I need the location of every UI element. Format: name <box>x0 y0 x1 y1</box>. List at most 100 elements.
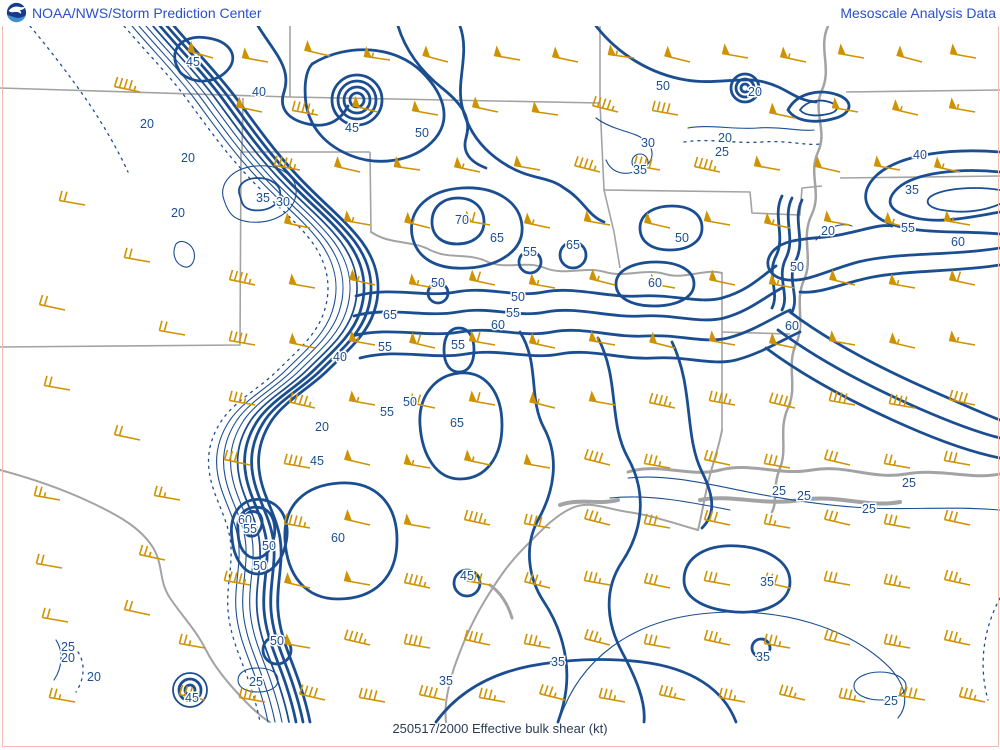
wind-barb <box>284 572 311 589</box>
contour-line <box>426 281 450 305</box>
contour-line <box>177 677 203 703</box>
contour-label: 45 <box>345 121 359 135</box>
river-coastline <box>370 231 723 277</box>
wind-barb <box>584 628 611 646</box>
contour-line <box>256 24 350 127</box>
wind-barb <box>643 453 671 469</box>
wind-barb <box>588 330 616 346</box>
wind-barb <box>768 102 796 119</box>
contour-label: 60 <box>951 235 965 249</box>
contour-line <box>261 634 293 666</box>
contour-line <box>518 330 569 724</box>
wind-barb <box>348 390 376 406</box>
wind-barb <box>523 513 551 529</box>
wind-barb <box>933 156 961 173</box>
contour-label: 20 <box>171 206 185 220</box>
wind-barb <box>838 687 866 703</box>
contour-line <box>158 24 366 724</box>
wind-barb <box>123 247 151 263</box>
wind-barb <box>829 269 856 286</box>
contour-line <box>683 139 821 146</box>
contour-line <box>172 672 208 708</box>
wind-barb <box>43 375 71 391</box>
river-coastline <box>558 498 620 507</box>
contour-line <box>631 153 649 171</box>
wind-barb <box>463 449 491 466</box>
contour-label: 60 <box>648 276 662 290</box>
wind-barbs <box>33 40 986 703</box>
contour-line <box>864 149 1000 236</box>
river-coastline <box>488 583 514 620</box>
contour-label: 25 <box>772 484 786 498</box>
wind-barb <box>343 629 371 646</box>
wind-barb <box>478 687 506 703</box>
wind-barb <box>888 273 916 289</box>
contour-label: 35 <box>633 163 647 177</box>
wind-barb <box>551 46 579 63</box>
contour-label: 25 <box>249 675 263 689</box>
wind-barb <box>463 629 491 646</box>
contour-line <box>165 24 373 724</box>
contour-line <box>687 126 815 131</box>
wind-barb <box>779 46 807 63</box>
contour-label: 30 <box>641 136 655 150</box>
wind-barb <box>283 212 311 229</box>
contour-line <box>780 196 794 312</box>
river-coastline <box>698 496 902 506</box>
contour-line <box>430 196 486 246</box>
wind-barb <box>948 330 976 346</box>
contour-line <box>237 667 279 693</box>
wind-barb <box>648 273 676 289</box>
wind-barb <box>523 453 551 469</box>
contour-line <box>798 263 1000 294</box>
wind-barb <box>948 97 976 113</box>
wind-barb <box>158 320 186 336</box>
contour-label: 60 <box>491 318 505 332</box>
wind-barb <box>892 99 919 116</box>
contour-label: 20 <box>821 224 835 238</box>
state-border <box>603 189 621 269</box>
wind-barb <box>814 156 841 173</box>
wind-barb <box>178 684 206 701</box>
wind-barb <box>529 391 556 409</box>
wind-barb <box>283 633 311 649</box>
wind-barb <box>898 685 926 701</box>
wind-barb <box>138 544 166 561</box>
contour-label: 70 <box>455 213 469 227</box>
wind-barb <box>708 269 736 286</box>
wind-barb <box>418 684 446 701</box>
contour-label: 20 <box>718 131 732 145</box>
contour-label: 25 <box>862 502 876 516</box>
wind-barb <box>228 390 256 406</box>
wind-barb <box>352 95 379 113</box>
wind-barb <box>344 509 371 526</box>
contour-line <box>682 544 792 614</box>
wind-barb <box>644 212 671 229</box>
river-coastline <box>626 466 1000 478</box>
contour-label: 20 <box>87 670 101 684</box>
wind-barb <box>409 332 436 349</box>
state-border <box>845 89 1000 93</box>
wind-barb <box>633 155 661 171</box>
contour-label: 65 <box>450 416 464 430</box>
wind-barb <box>38 294 66 311</box>
wind-barb <box>584 448 611 466</box>
wind-barb <box>763 212 791 229</box>
wind-barb <box>468 390 496 406</box>
wind-barb <box>471 96 499 113</box>
contour-label: 55 <box>380 405 394 419</box>
contour-line <box>173 241 195 268</box>
shear-contours <box>29 24 1000 724</box>
wind-barb <box>763 572 791 589</box>
wind-barb <box>831 97 859 113</box>
contour-line <box>776 328 1000 440</box>
wind-barb <box>453 156 481 173</box>
contour-label: 55 <box>523 245 537 259</box>
wind-barb <box>288 273 316 289</box>
wind-barb <box>643 633 671 649</box>
wind-barb <box>468 269 496 286</box>
contour-label: 25 <box>61 640 75 654</box>
state-border <box>0 151 242 348</box>
contour-label: 65 <box>490 231 504 245</box>
